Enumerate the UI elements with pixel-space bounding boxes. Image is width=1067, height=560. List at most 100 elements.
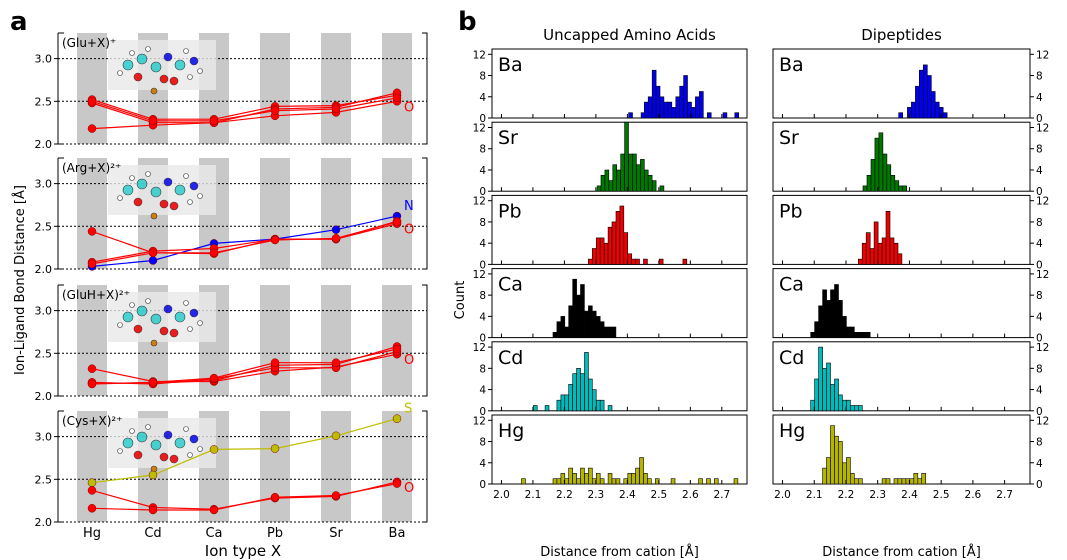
hist-bar <box>853 478 859 485</box>
ytick-label: 4 <box>479 385 486 397</box>
ytick-label: 3.0 <box>35 178 53 191</box>
panel-b-xlabel-uncapped: Distance from cation [Å] <box>540 544 699 560</box>
hist-bar <box>846 326 851 338</box>
ytick-label: 4 <box>1036 311 1043 323</box>
atom <box>150 186 162 198</box>
band-Hg <box>77 158 107 269</box>
hist-bar <box>671 107 676 119</box>
series-line-O <box>91 94 398 120</box>
hist-bar <box>643 258 648 265</box>
hist-bar <box>631 258 636 265</box>
hist-bar <box>890 175 896 192</box>
ytick-label: 0 <box>1036 333 1043 345</box>
hist-bar <box>885 211 891 265</box>
hist-bar <box>930 91 936 119</box>
data-point-O <box>87 486 97 495</box>
hist-ion-label: Sr <box>779 127 799 149</box>
hist-bar <box>552 478 558 485</box>
hist-bar <box>576 367 581 412</box>
data-point-O <box>87 379 97 389</box>
hist-bar <box>830 383 835 412</box>
band-Ba <box>382 33 412 144</box>
hist-bar <box>564 478 569 485</box>
hist-bar <box>834 284 839 338</box>
ytick-label: 2.0 <box>35 263 53 276</box>
ytick-label: 4 <box>479 165 486 177</box>
hist-bar <box>647 96 653 119</box>
hist-bar <box>521 478 526 485</box>
hist-bar <box>612 164 617 192</box>
data-point-S <box>209 445 219 454</box>
ytick-label: 8 <box>1036 144 1043 156</box>
atom <box>169 454 179 464</box>
atom <box>197 446 203 452</box>
hist-bar <box>564 326 569 338</box>
series-end-label-O: O <box>404 481 414 496</box>
panel-label-a: a <box>10 7 28 37</box>
hist-bar <box>838 394 843 412</box>
hist-bar <box>917 478 923 485</box>
ytick-label: 0 <box>1036 259 1043 271</box>
atom <box>174 437 186 449</box>
atom <box>189 434 199 444</box>
hist-bar <box>599 237 605 265</box>
hist-Cd-uncapped: Cd 0 4 8 12 <box>473 341 748 418</box>
hist-ion-label: Ca <box>779 274 804 296</box>
hist-bar <box>624 121 629 192</box>
series-line-O <box>91 223 398 255</box>
xtick-label-Sr: Sr <box>329 526 343 541</box>
atom <box>129 50 135 56</box>
atom <box>159 452 169 462</box>
atom <box>174 184 186 196</box>
col-title-dipeptides: Dipeptides <box>861 26 942 44</box>
hist-bar <box>874 137 880 192</box>
atom <box>183 173 189 179</box>
hist-bar <box>607 473 613 485</box>
hist-frame <box>491 48 748 119</box>
hist-bar <box>734 112 739 119</box>
ytick-label: 12 <box>473 269 486 281</box>
data-point-S <box>87 478 97 487</box>
hist-bar <box>588 305 593 338</box>
atom <box>197 320 203 326</box>
data-point-O <box>270 358 280 367</box>
hist-bar <box>611 326 617 338</box>
axis-right <box>422 157 428 270</box>
ytick-label: 8 <box>479 437 486 449</box>
band-Ba <box>382 285 412 396</box>
subpanel-2: 2.0 2.5 3.0 (GluH+X)²⁺ O <box>35 284 428 403</box>
hist-bar <box>608 180 614 192</box>
hist-bar <box>830 425 835 485</box>
hist-bar <box>915 85 920 119</box>
hist-bar <box>882 153 888 192</box>
data-point-O <box>209 248 219 258</box>
atom <box>133 450 143 460</box>
hist-bar <box>596 185 602 192</box>
data-point-O <box>209 373 219 383</box>
hist-ion-label: Hg <box>498 420 524 442</box>
xtick-label: 2.5 <box>933 489 950 501</box>
data-point-O <box>148 116 158 126</box>
series-line-N <box>91 215 398 267</box>
hist-bar <box>722 112 728 119</box>
band-Pb <box>260 33 290 144</box>
ytick-label: 0 <box>479 186 486 198</box>
ytick-label: 12 <box>473 49 486 61</box>
hist-bar <box>834 378 839 412</box>
data-point-O <box>87 364 97 373</box>
ytick-label: 2.0 <box>35 138 53 151</box>
hist-bar <box>556 478 562 485</box>
data-point-O <box>209 116 219 126</box>
hist-frame <box>772 268 1031 339</box>
band-Sr <box>321 158 351 269</box>
hist-bar <box>838 441 843 485</box>
hist-bar <box>886 164 892 192</box>
xtick-label: 2.4 <box>619 489 636 501</box>
hist-ion-label: Pb <box>498 200 522 222</box>
hist-bar <box>647 478 652 485</box>
series-end-label-S: S <box>404 402 412 417</box>
hist-Pb-uncapped: Pb 0 4 8 12 <box>473 194 748 271</box>
hist-bar <box>628 112 633 119</box>
atom <box>136 53 148 65</box>
hist-bar <box>814 378 819 412</box>
